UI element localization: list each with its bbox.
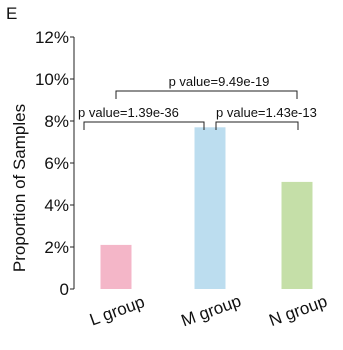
panel-letter: E bbox=[6, 4, 18, 23]
y-axis: 0 2% 4% 6% 8% 10% 12% bbox=[35, 28, 75, 299]
x-tick-label: N group bbox=[266, 292, 329, 331]
significance-bracket bbox=[115, 90, 298, 99]
x-tick-label: L group bbox=[87, 292, 147, 329]
y-tick-label: 8% bbox=[44, 112, 69, 131]
p-value-label: p value=9.49e-19 bbox=[169, 74, 270, 89]
bar bbox=[281, 181, 313, 289]
p-value-label: p value=1.39e-36 bbox=[78, 105, 179, 120]
x-tick-label: M group bbox=[179, 291, 244, 330]
p-value-label: p value=1.43e-13 bbox=[216, 105, 317, 120]
y-tick-label: 6% bbox=[44, 154, 69, 173]
y-tick-label: 4% bbox=[44, 196, 69, 215]
x-tick-labels: L group M group N group bbox=[87, 291, 330, 330]
significance-bracket bbox=[83, 121, 205, 130]
y-tick-label: 0 bbox=[60, 280, 69, 299]
y-tick-label: 12% bbox=[35, 28, 69, 47]
significance-bracket bbox=[215, 121, 299, 130]
y-tick-label: 2% bbox=[44, 238, 69, 257]
bar bbox=[194, 127, 226, 289]
y-tick-label: 10% bbox=[35, 70, 69, 89]
bar bbox=[100, 244, 132, 289]
significance-annotations: p value=9.49e-19 p value=1.39e-36 p value=… bbox=[78, 74, 317, 130]
y-axis-label: Proportion of Samples bbox=[10, 104, 29, 272]
bars bbox=[100, 127, 313, 289]
